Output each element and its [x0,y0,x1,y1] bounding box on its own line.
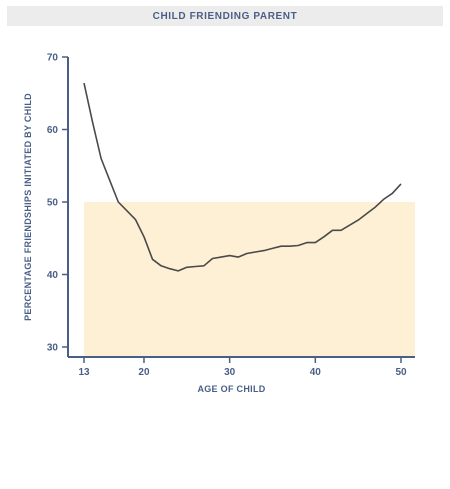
plot-area: 30 40 50 60 70 13 20 30 40 50 [47,53,415,378]
x-axis-label: AGE OF CHILD [197,384,265,394]
chart-title-bar: CHILD FRIENDING PARENT [7,6,443,26]
x-tick-label: 30 [224,367,236,378]
y-tick-label: 70 [47,53,59,64]
y-tick-label: 30 [47,343,59,354]
x-tick-label: 40 [310,367,322,378]
x-tick-label: 20 [138,367,150,378]
y-axis-label: PERCENTAGE FRIENDSHIPS INITIATED BY CHIL… [23,93,33,321]
series-line [83,82,402,272]
x-tick-label: 13 [78,367,90,378]
y-tick-label: 40 [47,270,59,281]
y-tick-label: 50 [47,198,59,209]
x-tick-label: 50 [395,367,407,378]
shaded-region [84,202,415,357]
y-tick-label: 60 [47,125,59,136]
chart-title: CHILD FRIENDING PARENT [152,10,298,22]
